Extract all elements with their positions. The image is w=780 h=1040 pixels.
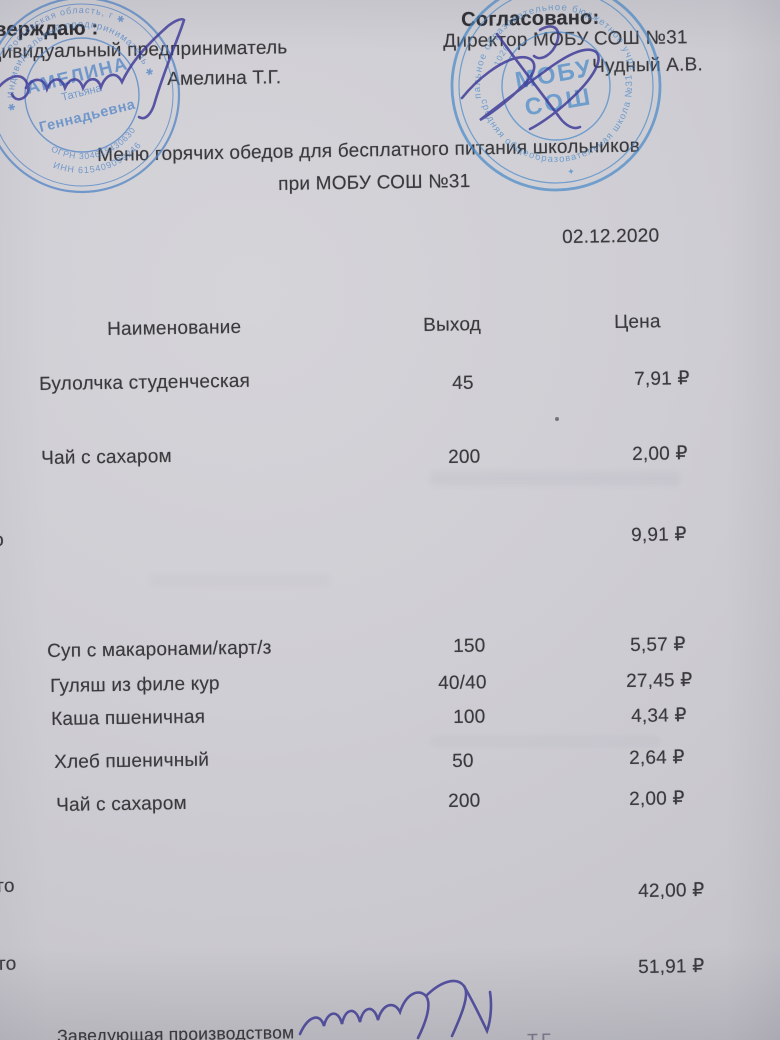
menu-row-price: 2,64 ₽: [629, 747, 685, 769]
menu-row-portion: 50: [452, 750, 474, 772]
menu-row-price: 5,57 ₽: [630, 634, 686, 656]
column-header-portion: Выход: [423, 314, 482, 336]
menu-row-price: 7,91 ₽: [634, 368, 690, 390]
stamp-center-abbrev-2: СОШ: [523, 83, 595, 121]
stamp-star-glyph: ✦: [567, 166, 577, 177]
menu-row-name: Чай с сахаром: [56, 792, 187, 816]
signature-amelina: [0, 75, 30, 101]
stamp-center-patronymic: Геннадьевна: [38, 97, 138, 136]
footer-signature-label: Заведующая производством: [57, 1022, 295, 1040]
menu-row-price: 27,45 ₽: [626, 669, 693, 692]
total-label-fragment: го: [0, 875, 15, 897]
menu-title-line1: Меню горячих обедов для бесплатного пита…: [97, 135, 641, 166]
speck-artifact: [555, 417, 559, 421]
approval-right-name: Чудный А.В.: [592, 54, 704, 77]
signature-chudny: [460, 48, 600, 131]
menu-row-name: Каша пшеничная: [51, 706, 206, 730]
grand-total-price: 51,91 ₽: [638, 955, 705, 978]
menu-row-portion: 200: [448, 790, 481, 812]
menu-row-name: Гуляш из филе кур: [50, 673, 220, 697]
bleed-through-artifact: [150, 575, 330, 586]
menu-row-name: Хлеб пшеничный: [54, 749, 210, 773]
menu-row-name: Суп с макаронами/карт/з: [47, 637, 272, 662]
menu-date: 02.12.2020: [562, 225, 660, 248]
menu-row-price: 2,00 ₽: [632, 443, 688, 465]
svg-text:средняя общеобразовательная шк: средняя общеобразовательная школа №31: [478, 72, 647, 177]
bleed-through-artifact: [430, 736, 660, 747]
approval-left-role: дивидуальный предприниматель: [0, 37, 288, 63]
stamp-ring-bottom-text: средняя общеобразовательная школа №31: [478, 72, 647, 177]
menu-row-name: Чай с сахаром: [41, 445, 172, 469]
menu-title-line2: при МОБУ СОШ №31: [278, 170, 471, 195]
bleed-through-artifact: [430, 472, 680, 485]
footer-name-fragment: Т.Г: [527, 1029, 552, 1040]
menu-row-name: Булолчка студенческая: [39, 370, 251, 395]
approval-left-name: Амелина Т.Г.: [167, 67, 282, 90]
grand-total-label-fragment: его: [0, 953, 17, 975]
approval-right-role: Директор МОБУ СОШ №31: [443, 27, 688, 52]
breakfast-total-price: 9,91 ₽: [631, 524, 687, 546]
lunch-total-price: 42,00 ₽: [638, 879, 705, 902]
menu-row-portion: 100: [453, 706, 486, 728]
menu-row-portion: 45: [452, 372, 474, 394]
menu-row-portion: 150: [453, 635, 486, 657]
signature-footer: [298, 991, 430, 1040]
menu-row-price: 4,34 ₽: [631, 705, 687, 727]
total-label-fragment: о: [0, 529, 5, 551]
stamp-center-firstname: Татьяна: [60, 82, 104, 104]
menu-row-price: 2,00 ₽: [629, 788, 685, 810]
menu-row-portion: 200: [448, 446, 481, 468]
stamp-center-abbrev-1: МОБУ: [513, 55, 595, 95]
signature-footer: [424, 979, 468, 1038]
column-header-price: Цена: [614, 311, 661, 333]
menu-row-portion: 40/40: [438, 672, 487, 694]
column-header-name: Наименование: [107, 316, 242, 340]
signature-footer: [462, 984, 493, 1035]
approval-left-heading: верждаю :: [0, 17, 99, 41]
